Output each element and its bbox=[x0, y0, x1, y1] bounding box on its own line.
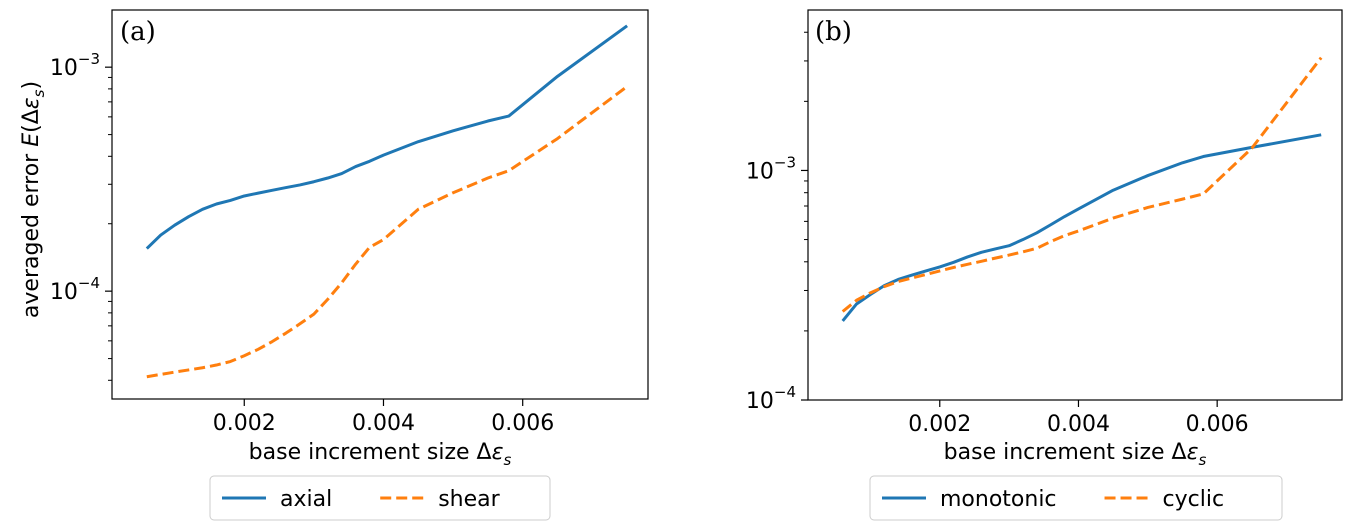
x-tick-label: 0.002 bbox=[908, 412, 971, 437]
series-line-axial bbox=[145, 24, 629, 250]
y-tick-label: 10−4 bbox=[50, 274, 100, 305]
series-line-monotonic bbox=[841, 133, 1322, 322]
x-tick-label: 0.006 bbox=[491, 411, 554, 436]
legend: axial shear bbox=[209, 475, 551, 521]
legend-box bbox=[869, 475, 1283, 521]
y-tick-label: 10−3 bbox=[50, 50, 100, 81]
legend: monotonic cyclic bbox=[869, 475, 1283, 521]
y-minor-ticks bbox=[804, 31, 808, 332]
x-tick-label: 0.004 bbox=[1047, 412, 1110, 437]
x-tick-label: 0.002 bbox=[213, 411, 276, 436]
y-ticks: 10−4 10−3 bbox=[746, 153, 808, 414]
x-tick-label: 0.004 bbox=[352, 411, 415, 436]
y-ticks: 10−4 10−3 bbox=[50, 50, 112, 305]
x-axis-label: base increment size Δεs bbox=[944, 440, 1207, 469]
y-axis-label: averaged error E(Δεs) bbox=[19, 81, 48, 318]
plot-frame bbox=[111, 9, 649, 400]
panel-label: (b) bbox=[815, 17, 852, 47]
x-tick-label: 0.006 bbox=[1186, 412, 1249, 437]
legend-label-monotonic: monotonic bbox=[940, 487, 1057, 512]
x-ticks: 0.002 0.004 0.006 bbox=[908, 400, 1249, 437]
x-axis-label: base increment size Δεs bbox=[249, 440, 512, 469]
y-tick-label: 10−3 bbox=[746, 153, 796, 184]
plot-frame bbox=[807, 9, 1343, 401]
legend-box bbox=[209, 475, 551, 521]
series-group bbox=[841, 56, 1323, 322]
legend-label-axial: axial bbox=[280, 487, 332, 512]
series-line-cyclic bbox=[841, 56, 1323, 313]
x-ticks: 0.002 0.004 0.006 bbox=[213, 399, 554, 436]
panel-b: 10−4 10−3 0.002 0.004 0.006 (b) base increment… bbox=[746, 9, 1343, 521]
series-line-shear bbox=[146, 85, 629, 379]
y-minor-ticks bbox=[108, 76, 112, 381]
series-group bbox=[145, 24, 629, 379]
y-tick-label: 10−4 bbox=[746, 383, 796, 414]
legend-label-shear: shear bbox=[438, 487, 500, 512]
panel-label: (a) bbox=[120, 17, 156, 47]
panel-a: 10−4 10−3 0.002 0.004 0.006 (a) base increment… bbox=[19, 9, 649, 521]
legend-label-cyclic: cyclic bbox=[1163, 487, 1225, 512]
